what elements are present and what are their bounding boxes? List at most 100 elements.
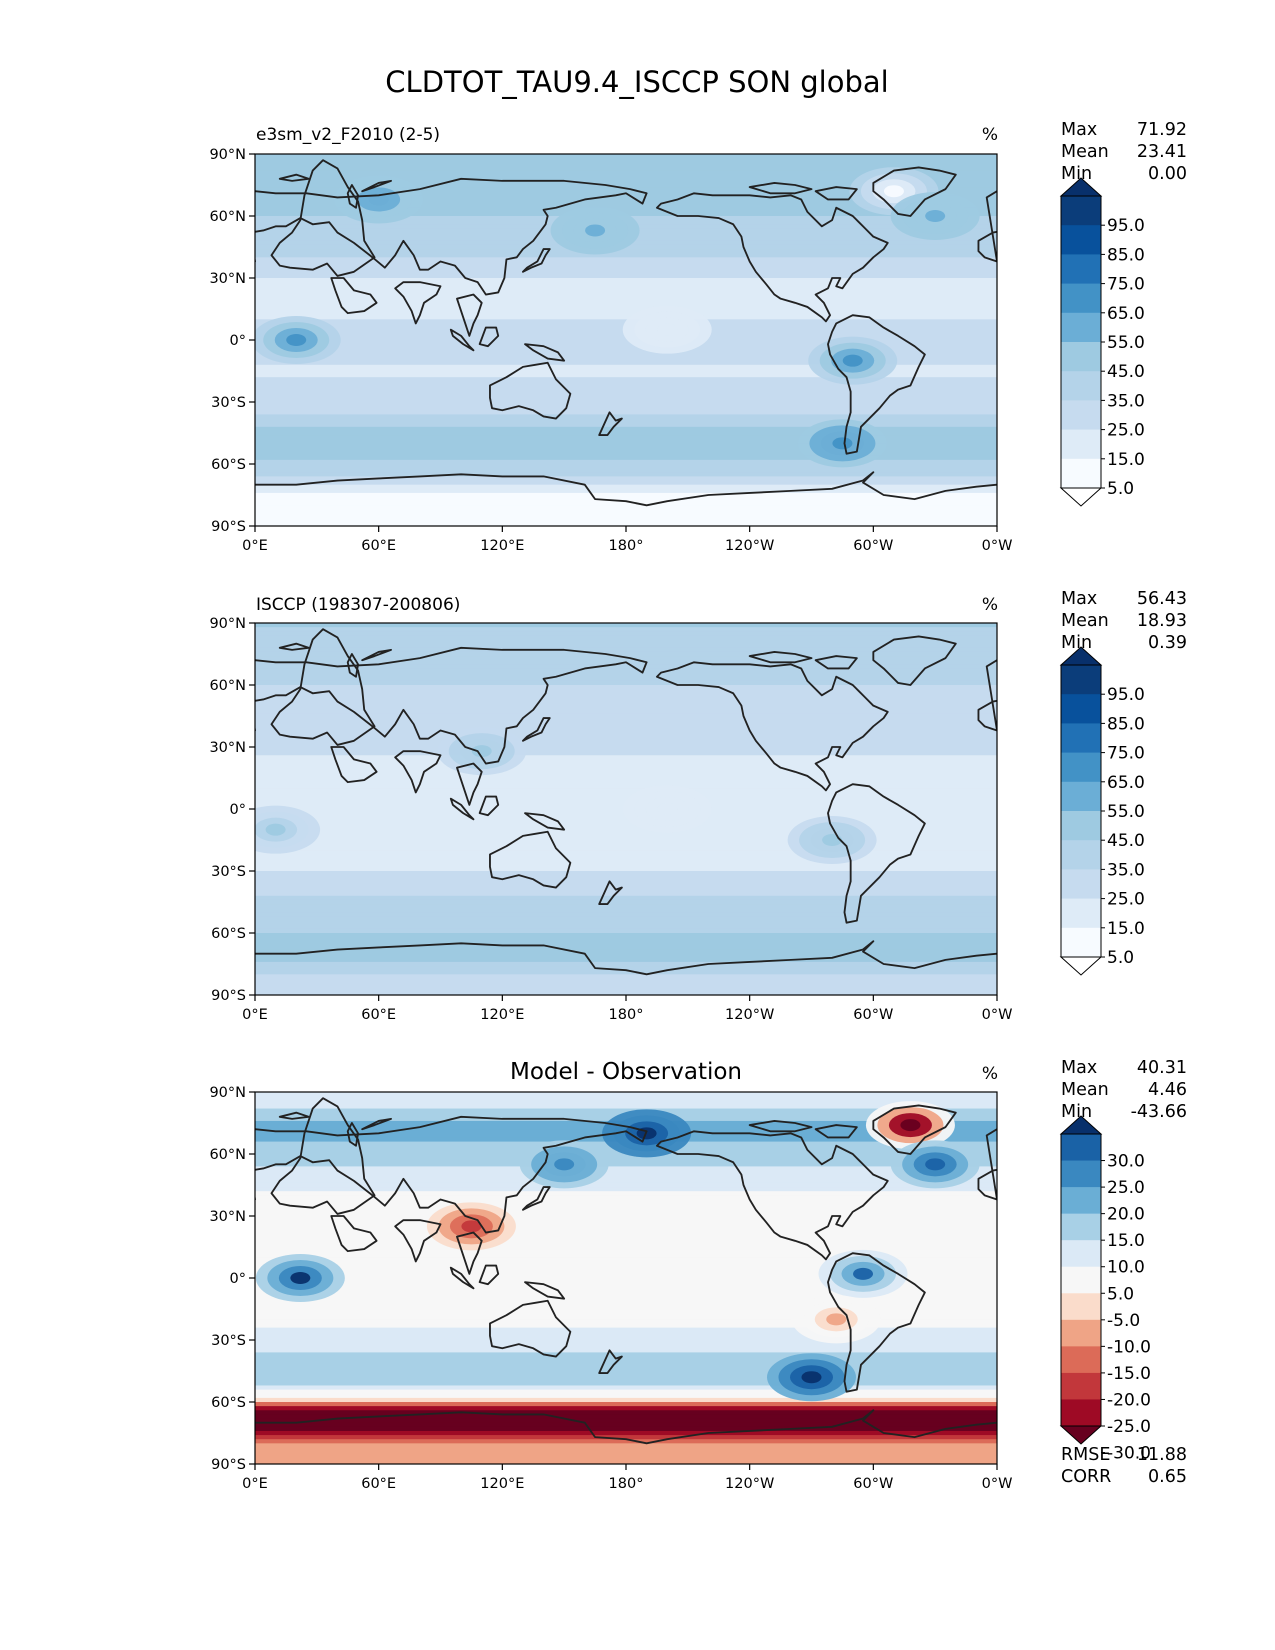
zonal-band <box>255 643 997 649</box>
zonal-band <box>255 1265 997 1271</box>
stat-value-min: 0.39 <box>1148 633 1187 653</box>
panel-diff: Model - Observation % 90°N 60°N 30°N 0° 30°S… <box>209 1058 1187 1492</box>
zonal-band <box>255 825 997 831</box>
zonal-band <box>255 451 997 457</box>
zonal-band <box>255 1439 997 1444</box>
contour-blob <box>832 437 853 450</box>
zonal-band <box>255 796 997 802</box>
zonal-band <box>255 1381 997 1387</box>
lat-tick-label: 90°S <box>211 519 246 535</box>
zonal-band <box>255 311 997 316</box>
zonal-band <box>255 1253 997 1258</box>
stat-label-rmse: RMSE <box>1061 1445 1110 1465</box>
zonal-band <box>255 953 997 959</box>
colorbar-level-label: 75.0 <box>1107 275 1145 295</box>
zonal-band <box>255 1331 997 1337</box>
contour-blob <box>842 354 863 367</box>
zonal-band <box>255 1373 997 1378</box>
lat-tick-label: 30°N <box>209 740 246 756</box>
zonal-band <box>255 1340 997 1345</box>
zonal-band <box>255 468 997 473</box>
colorbar-model: 95.0 85.0 75.0 65.0 55.0 45.0 35.0 25.0 15.0 5.0 <box>1059 177 1145 507</box>
lat-tick-label: 0° <box>230 802 246 818</box>
zonal-band <box>255 966 997 971</box>
contour-blob <box>925 1158 946 1171</box>
zonal-band <box>255 1315 997 1320</box>
zonal-band <box>255 899 997 905</box>
colorbar-segment <box>1061 840 1101 870</box>
zonal-band <box>255 837 997 843</box>
stat-label-max: Max <box>1061 120 1097 140</box>
zonal-band <box>255 298 997 304</box>
zonal-band <box>255 1104 997 1110</box>
zonal-band <box>255 924 997 930</box>
zonal-band <box>255 1397 997 1403</box>
panel-title-model: e3sm_v2_F2010 (2-5) <box>256 125 440 145</box>
zonal-band <box>255 718 997 723</box>
colorbar-level-label: 95.0 <box>1107 216 1145 236</box>
zonal-band <box>255 1430 997 1436</box>
colorbar-segment <box>1061 869 1101 900</box>
colorbar-level-label: 25.0 <box>1107 421 1145 441</box>
zonal-band <box>255 1406 997 1411</box>
zonal-band <box>255 1364 997 1370</box>
zonal-band <box>255 385 997 391</box>
zonal-band <box>255 1435 997 1440</box>
zonal-band <box>255 373 997 378</box>
lat-tick-label: 90°S <box>211 1457 246 1473</box>
lon-tick-label: 180° <box>609 538 644 554</box>
colorbar-level-label: 15.0 <box>1107 450 1145 470</box>
zonal-band <box>255 306 997 312</box>
zonal-band <box>255 668 997 674</box>
zonal-band <box>255 1306 997 1312</box>
zonal-band <box>255 455 997 461</box>
zonal-band <box>255 517 997 523</box>
map-field-obs <box>255 623 997 995</box>
colorbar-segment <box>1061 694 1101 724</box>
contour-blob <box>461 1220 482 1233</box>
zonal-band <box>255 1402 997 1407</box>
colorbar-segment <box>1061 342 1101 372</box>
zonal-band <box>255 697 997 703</box>
stat-label-min: Min <box>1061 1102 1092 1122</box>
zonal-band <box>255 484 997 490</box>
zonal-band <box>255 278 997 283</box>
zonal-band <box>255 875 997 880</box>
zonal-band <box>255 1236 997 1242</box>
zonal-band <box>255 858 997 864</box>
zonal-band <box>255 821 997 827</box>
lat-tick-label: 60°S <box>211 457 246 473</box>
colorbar-level-label: 25.0 <box>1107 890 1145 910</box>
colorbar-segment <box>1061 752 1101 783</box>
zonal-band <box>255 269 997 275</box>
colorbar-level-label: 5.0 <box>1107 479 1134 499</box>
stat-value-min: -43.66 <box>1131 1102 1187 1122</box>
colorbar-level-label: 75.0 <box>1107 744 1145 764</box>
panel-model: e3sm_v2_F2010 (2-5) % 90°N 60°N 30°N 0° 30°S… <box>209 120 1187 554</box>
lon-tick-label: 0°E <box>242 1476 268 1492</box>
zonal-band <box>255 1286 997 1291</box>
zonal-band <box>255 1385 997 1391</box>
zonal-band <box>255 920 997 926</box>
zonal-band <box>255 850 997 856</box>
zonal-band <box>255 472 997 477</box>
zonal-band <box>255 1257 997 1263</box>
zonal-band <box>255 447 997 453</box>
zonal-band <box>255 154 997 159</box>
zonal-band <box>255 488 997 494</box>
lon-tick-label: 60°E <box>361 1007 396 1023</box>
zonal-band <box>255 846 997 851</box>
zonal-band <box>255 672 997 678</box>
contour-blob <box>801 1371 822 1384</box>
zonal-band <box>255 1199 997 1205</box>
lon-tick-label: 60°W <box>853 1476 893 1492</box>
lat-tick-label: 30°S <box>211 395 246 411</box>
zonal-band <box>255 1108 997 1114</box>
zonal-band <box>255 162 997 167</box>
colorbar-level-label: 85.0 <box>1107 245 1145 265</box>
zonal-band <box>255 1269 997 1275</box>
zonal-band <box>255 302 997 308</box>
stat-label-min: Min <box>1061 633 1092 653</box>
colorbar-level-label: 30.0 <box>1107 1152 1145 1172</box>
